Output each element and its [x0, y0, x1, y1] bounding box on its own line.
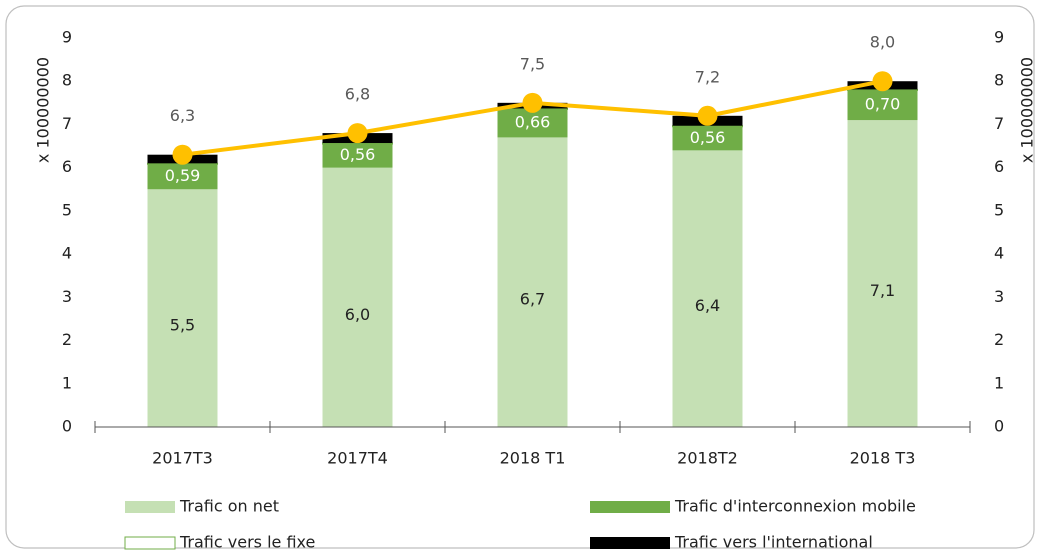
y-axis-label: x 100000000	[34, 57, 53, 163]
data-label: 6,7	[520, 290, 545, 309]
y-tick-label: 1	[62, 373, 72, 392]
bar-segment	[672, 150, 743, 427]
bar-segment	[672, 125, 743, 128]
legend-swatch	[590, 537, 670, 549]
y2-tick-label: 5	[994, 200, 1004, 219]
y-tick-label: 3	[62, 287, 72, 306]
y-tick-label: 8	[62, 71, 72, 90]
y-tick-label: 0	[62, 417, 72, 436]
y-tick-label: 4	[62, 244, 72, 263]
bar-segment	[147, 189, 218, 427]
total-label: 8,0	[870, 33, 895, 52]
y-tick-label: 7	[62, 114, 72, 133]
data-label: 0,59	[165, 166, 201, 185]
total-marker	[347, 123, 368, 144]
y-tick-label: 5	[62, 200, 72, 219]
x-tick-label: 2018T2	[677, 449, 738, 468]
bar-segment	[497, 108, 568, 138]
data-label: 0,70	[865, 94, 901, 113]
bar-segment	[147, 163, 218, 190]
data-label: 0,56	[340, 145, 376, 164]
y2-tick-label: 8	[994, 71, 1004, 90]
y2-tick-label: 9	[994, 28, 1004, 47]
total-label: 6,8	[345, 85, 370, 104]
y2-tick-label: 2	[994, 330, 1004, 349]
total-marker	[872, 71, 893, 92]
legend-label: Trafic vers l'international	[674, 533, 873, 552]
bar-segment	[847, 89, 918, 121]
x-tick-label: 2018 T3	[850, 449, 916, 468]
x-tick-label: 2018 T1	[500, 449, 566, 468]
x-tick-label: 2017T3	[152, 449, 213, 468]
legend-swatch	[124, 536, 176, 550]
bar-segment	[322, 142, 393, 145]
bar-segment	[322, 167, 393, 427]
data-label: 0,56	[690, 128, 726, 147]
total-label: 6,3	[170, 106, 195, 125]
y2-tick-label: 4	[994, 244, 1004, 263]
y-tick-label: 6	[62, 157, 72, 176]
total-marker	[697, 105, 718, 126]
bar-segment	[497, 137, 568, 427]
y2-tick-label: 3	[994, 287, 1004, 306]
total-label: 7,5	[520, 54, 545, 73]
data-label: 6,4	[695, 296, 720, 315]
bar-segment	[847, 120, 918, 427]
y-tick-label: 2	[62, 330, 72, 349]
y-tick-label: 9	[62, 28, 72, 47]
data-label: 7,1	[870, 281, 895, 300]
bar-segment	[322, 143, 393, 168]
total-marker	[172, 144, 193, 165]
data-label: 6,0	[345, 305, 370, 324]
data-label: 5,5	[170, 316, 195, 335]
x-tick-label: 2017T4	[327, 449, 388, 468]
total-label: 7,2	[695, 67, 720, 86]
bar-segment	[672, 126, 743, 151]
y2-axis-label: x 100000000	[1018, 57, 1037, 163]
legend-label: Trafic d'interconnexion mobile	[674, 497, 916, 516]
legend-swatch	[590, 501, 670, 513]
legend-label: Trafic vers le fixe	[179, 533, 315, 552]
y2-tick-label: 7	[994, 114, 1004, 133]
y2-tick-label: 6	[994, 157, 1004, 176]
y2-tick-label: 1	[994, 373, 1004, 392]
y2-tick-label: 0	[994, 417, 1004, 436]
legend-swatch	[125, 501, 175, 513]
data-label: 0,66	[515, 113, 551, 132]
legend-label: Trafic on net	[179, 497, 279, 516]
total-marker	[522, 92, 543, 113]
